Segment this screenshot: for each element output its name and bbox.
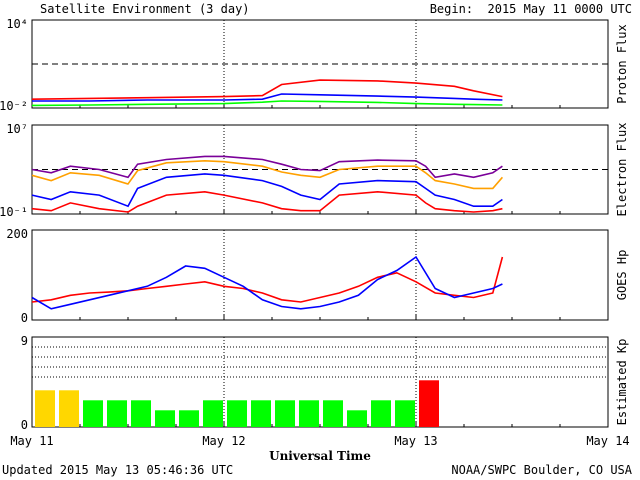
electron-flux-y-tick-top: 10⁷ [6, 122, 28, 136]
begin-time: Begin: 2015 May 11 0000 UTC [429, 2, 632, 16]
estimated-kp-bar [155, 410, 175, 427]
goes-hp-panel: 200 0 GOES Hp [6, 227, 629, 325]
x-tick-label: May 12 [202, 434, 245, 448]
estimated-kp-bar [323, 400, 343, 427]
goes-hp-y-label: GOES Hp [615, 250, 629, 301]
electron-flux-series-blue [31, 173, 503, 208]
proton-flux-y-tick-top: 10⁴ [6, 17, 28, 31]
x-tick-label: May 11 [10, 434, 53, 448]
estimated-kp-bar [395, 400, 415, 427]
estimated-kp-bar [419, 380, 439, 427]
estimated-kp-bar [251, 400, 271, 427]
proton-flux-series-green [31, 100, 503, 107]
proton-flux-series-blue [32, 93, 503, 102]
electron-flux-panel: 10⁷ 10⁻¹ Electron Flux [0, 122, 629, 219]
estimated-kp-bar [59, 390, 79, 427]
estimated-kp-y-tick-top: 9 [21, 334, 28, 348]
proton-flux-series-red [31, 79, 503, 100]
proton-flux-y-tick-bottom: 10⁻² [0, 99, 28, 113]
estimated-kp-y-tick-bottom: 0 [21, 418, 28, 432]
estimated-kp-panel: 9 0 Estimated Kp [21, 334, 629, 432]
x-axis-label: Universal Time [269, 449, 371, 463]
goes-hp-y-tick-top: 200 [6, 227, 28, 241]
estimated-kp-bar [347, 410, 367, 427]
estimated-kp-bar [83, 400, 103, 427]
x-tick-label: May 14 [586, 434, 629, 448]
electron-flux-series-purple [31, 155, 503, 179]
proton-flux-panel: 10⁴ 10⁻² Proton Flux [0, 17, 629, 113]
goes-hp-series-blue [31, 255, 503, 310]
electron-flux-y-tick-bottom: 10⁻¹ [0, 205, 28, 219]
electron-flux-series-orange [31, 159, 504, 190]
estimated-kp-bar [275, 400, 295, 427]
estimated-kp-bar [35, 390, 55, 427]
estimated-kp-bar [203, 400, 223, 427]
goes-hp-y-tick-bottom: 0 [21, 311, 28, 325]
estimated-kp-y-label: Estimated Kp [615, 339, 629, 426]
chart-title: Satellite Environment (3 day) [40, 2, 250, 16]
electron-flux-series-red [31, 190, 503, 213]
estimated-kp-bar [299, 400, 319, 427]
electron-flux-y-label: Electron Flux [615, 123, 629, 217]
proton-flux-y-label: Proton Flux [615, 24, 629, 103]
estimated-kp-bar [371, 400, 391, 427]
credit-text: NOAA/SWPC Boulder, CO USA [451, 463, 632, 477]
estimated-kp-bar [107, 400, 127, 427]
estimated-kp-bar [227, 400, 247, 427]
estimated-kp-bar [179, 410, 199, 427]
x-tick-label: May 13 [394, 434, 437, 448]
estimated-kp-bar [131, 400, 151, 427]
updated-timestamp: Updated 2015 May 13 05:46:36 UTC [2, 463, 234, 477]
goes-hp-series-red [31, 256, 504, 303]
electron-flux-frame [31, 124, 609, 215]
